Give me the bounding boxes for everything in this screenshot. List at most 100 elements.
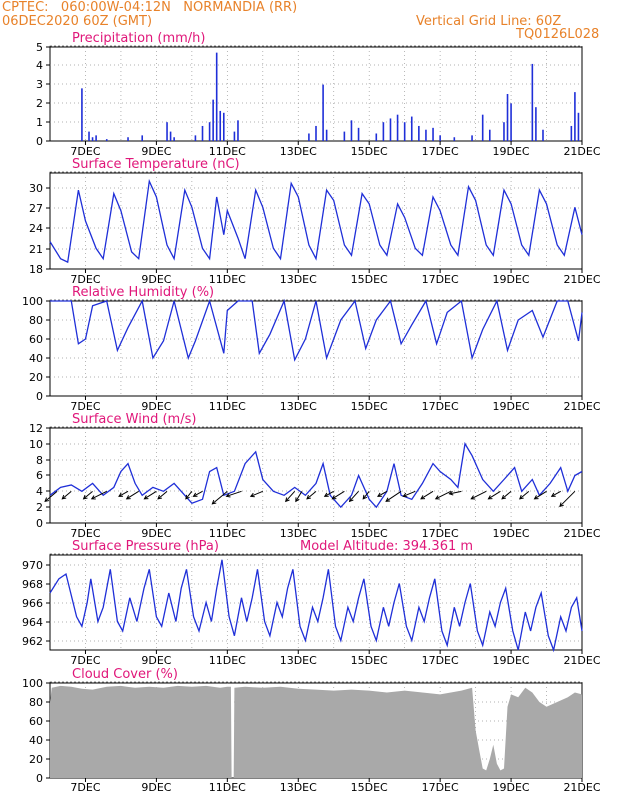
wind-arrow (501, 490, 512, 500)
wind-arrow (519, 490, 530, 500)
cloud-ytick-label: 20 (29, 753, 43, 766)
rh-ytick-label: 60 (29, 333, 43, 346)
rh-ytick-label: 40 (29, 352, 43, 365)
wind-ytick-label: 8 (36, 454, 43, 467)
pressure-xtick-label: 21DEC (563, 654, 600, 667)
header-code: TQ0126L028 (516, 27, 600, 42)
precip-xtick-label: 11DEC (209, 145, 246, 158)
wind-arrow (534, 490, 547, 500)
cloud-ytick-label: 80 (29, 696, 43, 709)
precip-bar (425, 129, 427, 141)
precip-ytick-label: 4 (36, 59, 43, 72)
wind-arrow-head (295, 497, 300, 503)
precip-bar (488, 129, 491, 141)
temp-top-border (49, 171, 583, 174)
wind-arrow-head (533, 495, 539, 500)
precip-bar (574, 92, 576, 141)
precip-bar (91, 137, 94, 141)
precip-ytick-label: 5 (36, 41, 43, 54)
wind-arrow (377, 490, 388, 497)
pressure-subtitle: Model Altitude: 394.361 m (300, 539, 473, 554)
precip-bar (403, 122, 406, 141)
pressure-ytick-label: 962 (22, 635, 43, 648)
pressure-xtick-label: 9DEC (141, 654, 171, 667)
rh-ytick-label: 20 (29, 371, 43, 384)
wind-arrow (226, 490, 242, 497)
wind-arrow-head (331, 495, 337, 500)
wind-arrow (471, 490, 487, 500)
wind-arrow-head (470, 495, 476, 500)
wind-ytick-label: 4 (36, 485, 43, 498)
precip-bar (194, 135, 197, 141)
wind-ytick-label: 0 (36, 517, 43, 530)
wind-xtick-label: 9DEC (141, 527, 171, 540)
precip-bar (88, 131, 90, 141)
rh-ytick-label: 80 (29, 314, 43, 327)
precip-bar (396, 114, 399, 141)
precip-bar (222, 112, 225, 141)
temp-ytick-label: 18 (29, 263, 43, 276)
temp-xtick-label: 21DEC (563, 273, 600, 286)
pressure-xtick-label: 13DEC (280, 654, 317, 667)
wind-arrow (295, 491, 303, 502)
precip-bar (506, 94, 509, 141)
rh-ytick-label: 0 (36, 390, 43, 403)
rh-title: Relative Humidity (%) (72, 285, 214, 300)
rh-frame (49, 300, 583, 397)
cloud-title: Cloud Cover (%) (72, 667, 178, 682)
precip-bar (531, 63, 534, 141)
wind-arrow-head (306, 494, 312, 500)
wind-arrow-head (44, 497, 50, 503)
precip-bar (382, 122, 385, 141)
wind-arrow (157, 490, 168, 500)
wind-frame (49, 427, 583, 524)
temp-series-line (49, 178, 583, 264)
wind-arrow-head (61, 494, 67, 500)
cloud-ytick-label: 0 (36, 772, 43, 785)
pressure-ytick-label: 966 (22, 597, 43, 610)
precip-bar (201, 125, 204, 141)
pressure-ytick-label: 964 (22, 616, 43, 629)
temp-frame (49, 172, 583, 270)
precip-bar (166, 122, 168, 141)
precip-bar (343, 131, 346, 141)
precip-bar (481, 114, 484, 141)
wind-arrow (449, 490, 462, 495)
cloud-xtick-label: 9DEC (141, 781, 171, 794)
precip-bar (325, 129, 328, 141)
precip-bar (471, 135, 473, 141)
wind-ytick-label: 10 (29, 438, 43, 451)
wind-arrow (91, 490, 107, 500)
pressure-xtick-label: 11DEC (209, 654, 246, 667)
pressure-xtick-label: 15DEC (351, 654, 388, 667)
wind-arrow (126, 490, 139, 500)
temp-ytick-label: 21 (29, 243, 43, 256)
rh-xtick-label: 19DEC (493, 400, 530, 413)
precip-bar (237, 120, 239, 141)
rh-xtick-label: 7DEC (70, 400, 100, 413)
precip-bar (453, 137, 456, 141)
wind-ytick-label: 12 (29, 422, 43, 435)
wind-arrow-head (285, 497, 290, 503)
precip-bar (350, 120, 353, 141)
cloud-xtick-label: 17DEC (422, 781, 459, 794)
wind-arrow-head (377, 492, 382, 497)
header-location: CPTEC: 060:00W-04:12N NORMANDIA (RR) (2, 0, 298, 15)
precip-bar (141, 135, 144, 141)
rh-xtick-label: 15DEC (351, 400, 388, 413)
wind-arrow-head (143, 495, 149, 500)
precip-bar (315, 125, 317, 141)
precip-bar (535, 107, 537, 141)
pressure-series-line (49, 559, 583, 653)
rh-xtick-label: 17DEC (422, 400, 459, 413)
precip-bar (432, 127, 434, 141)
precip-bar (95, 135, 97, 141)
wind-arrow-head (385, 497, 391, 502)
wind-arrow-head (157, 494, 163, 500)
cloud-xtick-label: 13DEC (280, 781, 317, 794)
wind-arrow (144, 490, 157, 500)
precip-ytick-label: 1 (36, 116, 43, 129)
precip-bar (357, 127, 360, 141)
wind-arrow-head (82, 494, 88, 500)
precip-bar (105, 139, 108, 141)
